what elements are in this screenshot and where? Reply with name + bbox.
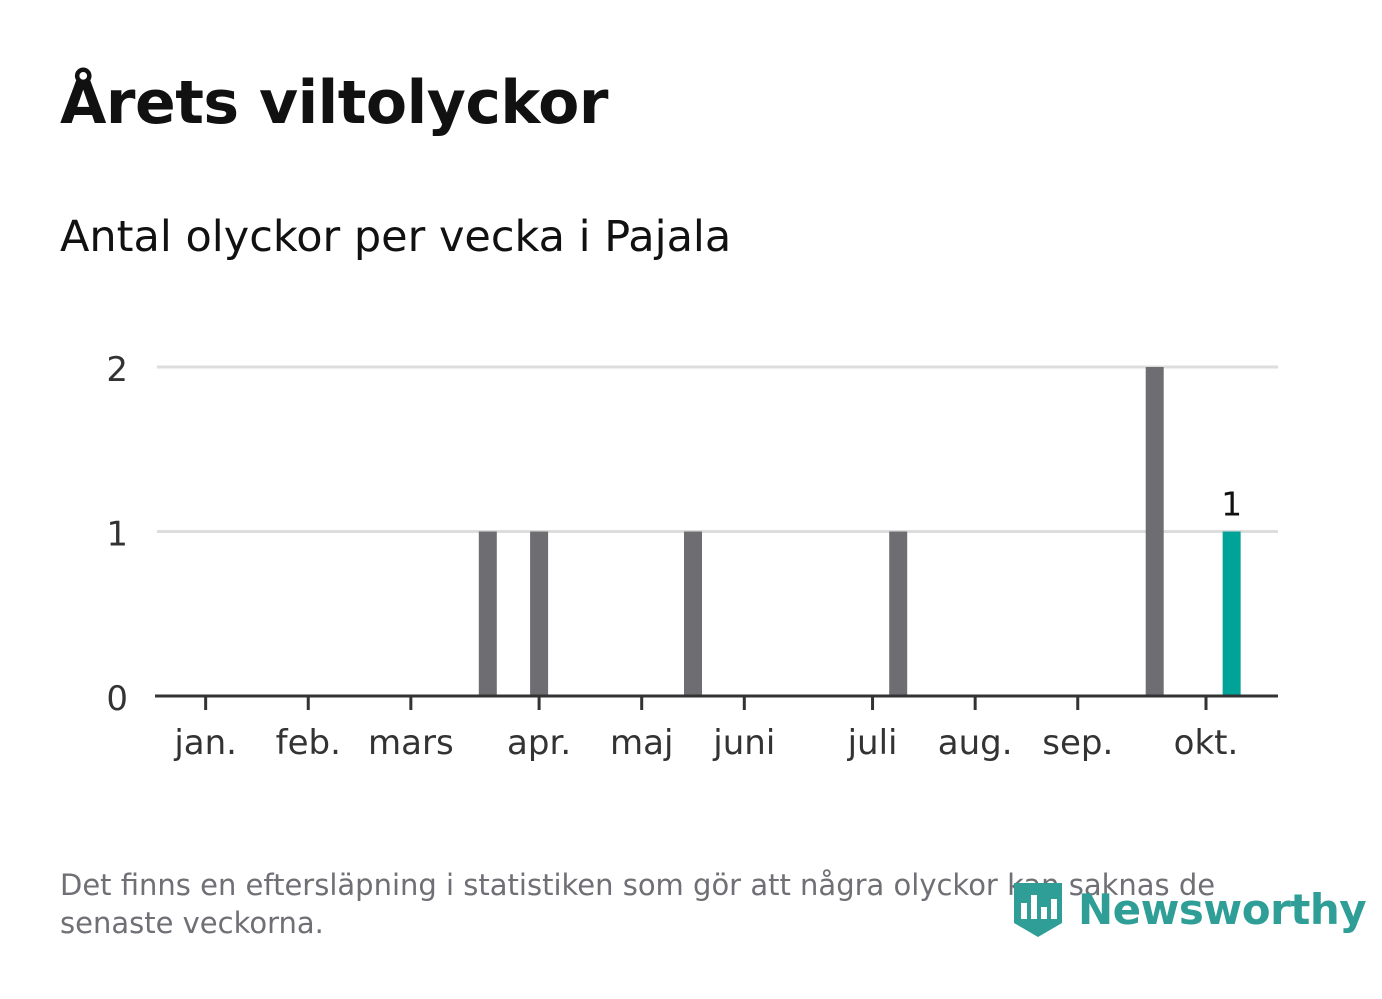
x-tick-label: apr. (507, 723, 571, 763)
chart-title: Årets viltolyckor (60, 68, 609, 138)
highlight-value-label: 1 (1221, 485, 1242, 524)
x-tick-label: juli (847, 723, 898, 763)
x-tick-label: sep. (1042, 723, 1113, 763)
newsworthy-logo: Newsworthy (1010, 876, 1367, 942)
bar-week-21 (684, 531, 702, 696)
bar-week-13 (478, 531, 497, 696)
y-tick-label-0: 0 (106, 679, 128, 719)
bar-highlight (1222, 531, 1241, 696)
y-axis: 0 1 2 (106, 350, 128, 719)
bars (478, 367, 1241, 696)
bar-chart: 0 1 2 jan. feb. mars apr. maj juni juli aug. sep. o… (106, 350, 1278, 763)
y-tick-label-2: 2 (106, 350, 128, 390)
bar-week-29 (889, 531, 908, 696)
chart-subtitle: Antal olyckor per vecka i Pajala (60, 212, 732, 262)
x-tick-label: okt. (1174, 723, 1239, 763)
x-tick-label: feb. (276, 723, 341, 763)
x-tick-label: aug. (938, 723, 1013, 763)
x-tick-label: juni (712, 723, 775, 763)
x-tick-label: mars (368, 723, 454, 763)
bar-week-39 (1145, 367, 1164, 696)
x-tick-label: maj (610, 723, 673, 763)
newsworthy-logo-icon (1014, 883, 1062, 937)
data-labels: 1 (1221, 485, 1242, 524)
grid-layer (157, 365, 1278, 533)
logo-text: Newsworthy (1078, 884, 1367, 934)
x-axis: jan. feb. mars apr. maj juni juli aug. sep. okt. (155, 694, 1278, 763)
x-tick-label: jan. (173, 723, 237, 763)
y-tick-label-1: 1 (106, 515, 128, 555)
bar-week-15 (530, 531, 549, 696)
